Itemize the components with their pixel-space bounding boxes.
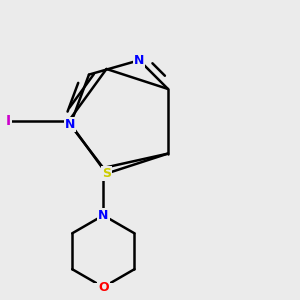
Text: I: I [6, 114, 11, 128]
Text: N: N [134, 54, 144, 67]
Text: N: N [65, 118, 76, 131]
Text: S: S [102, 167, 111, 180]
Text: N: N [98, 209, 109, 222]
Text: O: O [98, 281, 109, 294]
